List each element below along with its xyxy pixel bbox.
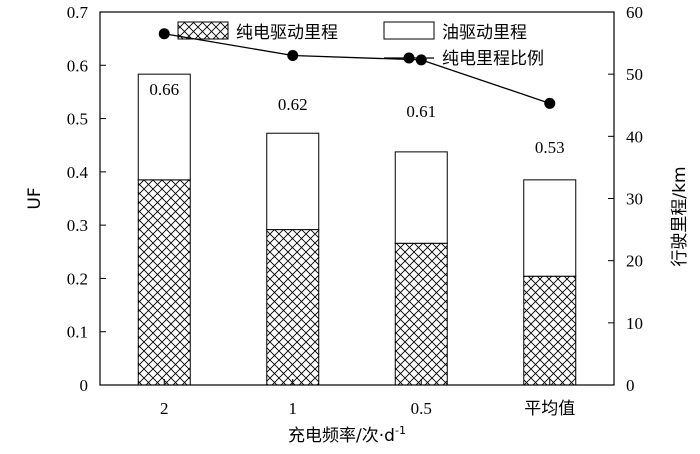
line-layer: 0.66 0.62 0.61 0.53 xyxy=(149,28,565,157)
bar-oil xyxy=(266,132,320,231)
y-right-tick-label: 40 xyxy=(626,127,643,146)
x-tick-label: 平均值 xyxy=(524,399,575,419)
bar-electric xyxy=(266,229,320,386)
x-tick-label: 0.5 xyxy=(411,399,432,418)
y-right-tick-label: 60 xyxy=(626,3,643,22)
bar-oil xyxy=(137,73,191,181)
data-label: 0.62 xyxy=(278,95,308,114)
bars-layer xyxy=(137,73,577,386)
x-axis-title-sup: -1 xyxy=(395,424,406,437)
axes-layer: 0 0.1 0.2 0.3 0.4 0.5 0.6 0.7 0 10 20 30 40 50 60 2 1 0.5… xyxy=(67,3,643,419)
y-left-tick-label: 0.4 xyxy=(67,163,89,182)
bar-electric xyxy=(137,179,191,386)
line-point xyxy=(158,28,170,40)
legend-swatch-marker xyxy=(403,52,415,64)
legend-label-electric: 纯电驱动里程 xyxy=(236,23,338,43)
bar-oil xyxy=(523,179,577,277)
y-right-tick-label: 30 xyxy=(626,190,643,209)
line-point xyxy=(415,54,427,66)
y-right-tick-label: 50 xyxy=(626,65,643,84)
y-left-tick-label: 0.3 xyxy=(67,216,88,235)
data-label: 0.66 xyxy=(149,80,179,99)
y-axis-left-title: UF xyxy=(25,187,45,209)
bar-electric xyxy=(394,242,448,386)
y-left-tick-label: 0.6 xyxy=(67,56,88,75)
y-left-tick-label: 0.1 xyxy=(67,323,88,342)
x-axis-title: 充电频率/次·d-1 xyxy=(288,424,406,446)
line-point xyxy=(544,97,556,109)
legend-label-oil: 油驱动里程 xyxy=(442,23,527,43)
x-axis-title-main: 充电频率/次·d xyxy=(288,426,395,446)
data-label: 0.53 xyxy=(535,138,565,157)
bar-electric xyxy=(523,275,577,386)
x-tick-label: 1 xyxy=(289,399,298,418)
legend-swatch-electric xyxy=(177,21,229,40)
series-line xyxy=(164,33,550,105)
y-right-tick-label: 0 xyxy=(626,376,635,395)
bar-oil xyxy=(394,151,448,244)
legend-label-ratio: 纯电里程比例 xyxy=(442,49,544,69)
y-right-tick-label: 20 xyxy=(626,252,643,271)
x-tick-label: 2 xyxy=(160,399,169,418)
legend-swatch-oil xyxy=(383,21,435,40)
y-left-tick-label: 0.7 xyxy=(67,3,89,22)
y-left-tick-label: 0.5 xyxy=(67,110,88,129)
data-label: 0.61 xyxy=(406,102,436,121)
y-left-tick-label: 0.2 xyxy=(67,269,88,288)
y-right-tick-label: 10 xyxy=(626,314,643,333)
y-left-tick-label: 0 xyxy=(80,376,89,395)
line-point xyxy=(287,50,299,62)
y-axis-right-title: 行驶里程/km xyxy=(670,166,690,266)
